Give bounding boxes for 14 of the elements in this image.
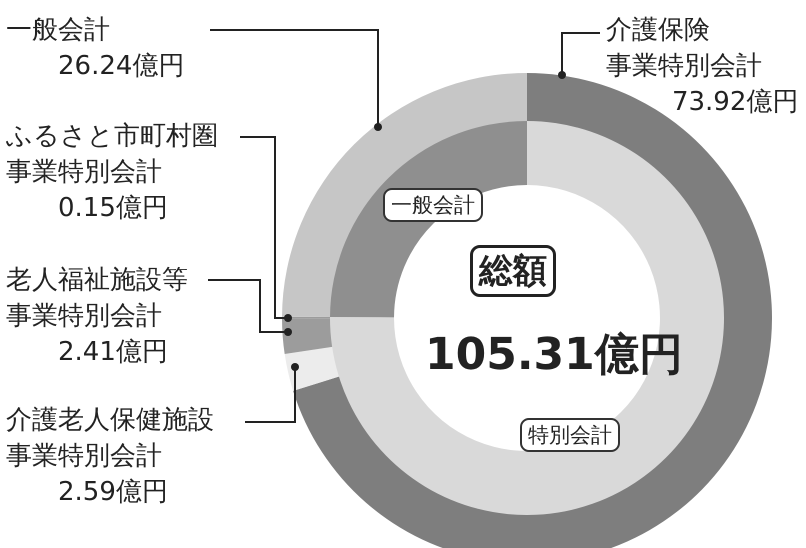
slice-label: 一般会計 xyxy=(383,188,483,222)
text: 105.31億円 xyxy=(425,328,683,382)
slice-label: ふるさと市町村圏事業特別会計 xyxy=(6,120,219,189)
text: 総額 xyxy=(470,245,556,297)
slice-label: 一般会計 xyxy=(6,14,111,47)
data-label: 2.41億円 xyxy=(57,336,169,369)
slice-label: 老人福祉施設等事業特別会計 xyxy=(6,264,189,333)
data-label: 26.24億円 xyxy=(57,50,186,83)
data-label: 2.59億円 xyxy=(57,476,169,509)
slice-label: 介護老人保健施設事業特別会計 xyxy=(6,404,215,473)
data-label: 0.15億円 xyxy=(57,192,169,225)
data-label: 73.92億円 xyxy=(670,86,798,119)
slice-label: 介護保険事業特別会計 xyxy=(606,14,763,83)
slice-label: 特別会計 xyxy=(520,418,620,452)
